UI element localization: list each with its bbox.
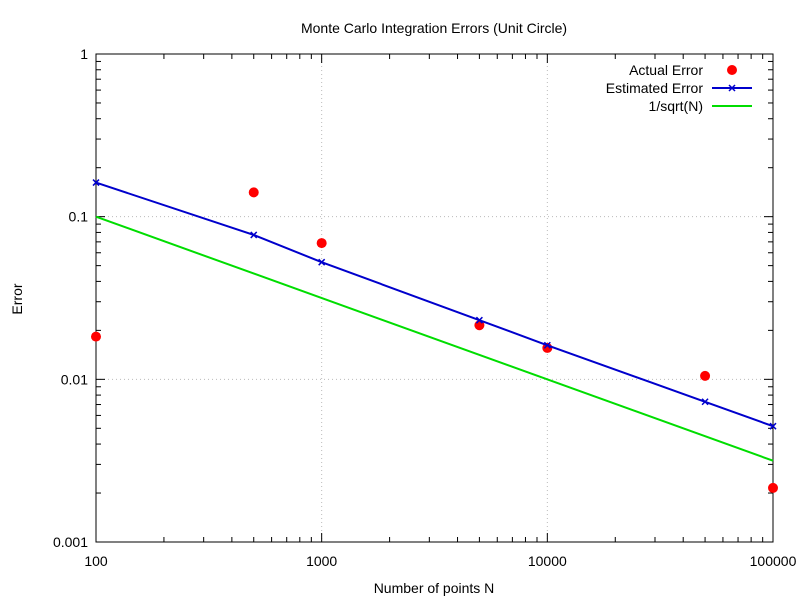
data-point-estimated-error: [543, 341, 551, 349]
data-point-estimated-error: [769, 422, 777, 430]
legend-marker: [727, 65, 737, 75]
legend-label: Estimated Error: [606, 80, 704, 96]
legend-item-estimated-error: Estimated Error: [606, 80, 752, 96]
legend-label: 1/sqrt(N): [649, 98, 703, 114]
data-point-estimated-error: [318, 258, 326, 266]
data-point-actual-error: [700, 370, 711, 381]
series-estimated-error: [92, 179, 777, 430]
data-point-actual-error: [768, 482, 778, 493]
y-tick-label: 0.001: [53, 534, 88, 550]
data-point-estimated-error: [92, 179, 100, 187]
data-point-estimated-error: [701, 398, 709, 406]
y-tick-label: 1: [80, 46, 88, 62]
legend-marker: [728, 84, 736, 92]
x-tick-label: 10000: [528, 553, 567, 569]
y-tick-label: 0.01: [61, 371, 88, 387]
x-axis-label: Number of points N: [374, 580, 495, 596]
series-1-sqrt-n: [95, 215, 774, 462]
grid: [96, 54, 773, 542]
plot-area-frame: [95, 53, 774, 543]
series-line-1-sqrt-n: [95, 215, 774, 462]
tick-labels: 100 1000 10000 100000 0.001 0.01 0.1 1: [53, 46, 797, 569]
legend: Actual Error Estimated Error 1/sqrt(N): [606, 62, 752, 114]
x-tick-label: 100000: [750, 553, 797, 569]
data-point-estimated-error: [475, 316, 483, 324]
series-layer: [91, 179, 778, 493]
axis-ticks: [95, 53, 774, 543]
y-tick-label: 0.1: [69, 209, 89, 225]
legend-label: Actual Error: [629, 62, 703, 78]
series-actual-error: [91, 187, 778, 493]
series-line-estimated-error: [95, 181, 774, 428]
legend-item-1-sqrt-n: 1/sqrt(N): [649, 98, 752, 114]
y-axis-label: Error: [9, 283, 25, 314]
data-point-actual-error: [91, 331, 101, 342]
x-tick-label: 1000: [306, 553, 337, 569]
data-point-actual-error: [316, 238, 327, 249]
x-tick-label: 100: [84, 553, 108, 569]
chart-title: Monte Carlo Integration Errors (Unit Cir…: [301, 20, 567, 36]
data-point-estimated-error: [250, 231, 258, 239]
data-point-actual-error: [248, 187, 259, 198]
legend-item-actual-error: Actual Error: [629, 62, 737, 78]
